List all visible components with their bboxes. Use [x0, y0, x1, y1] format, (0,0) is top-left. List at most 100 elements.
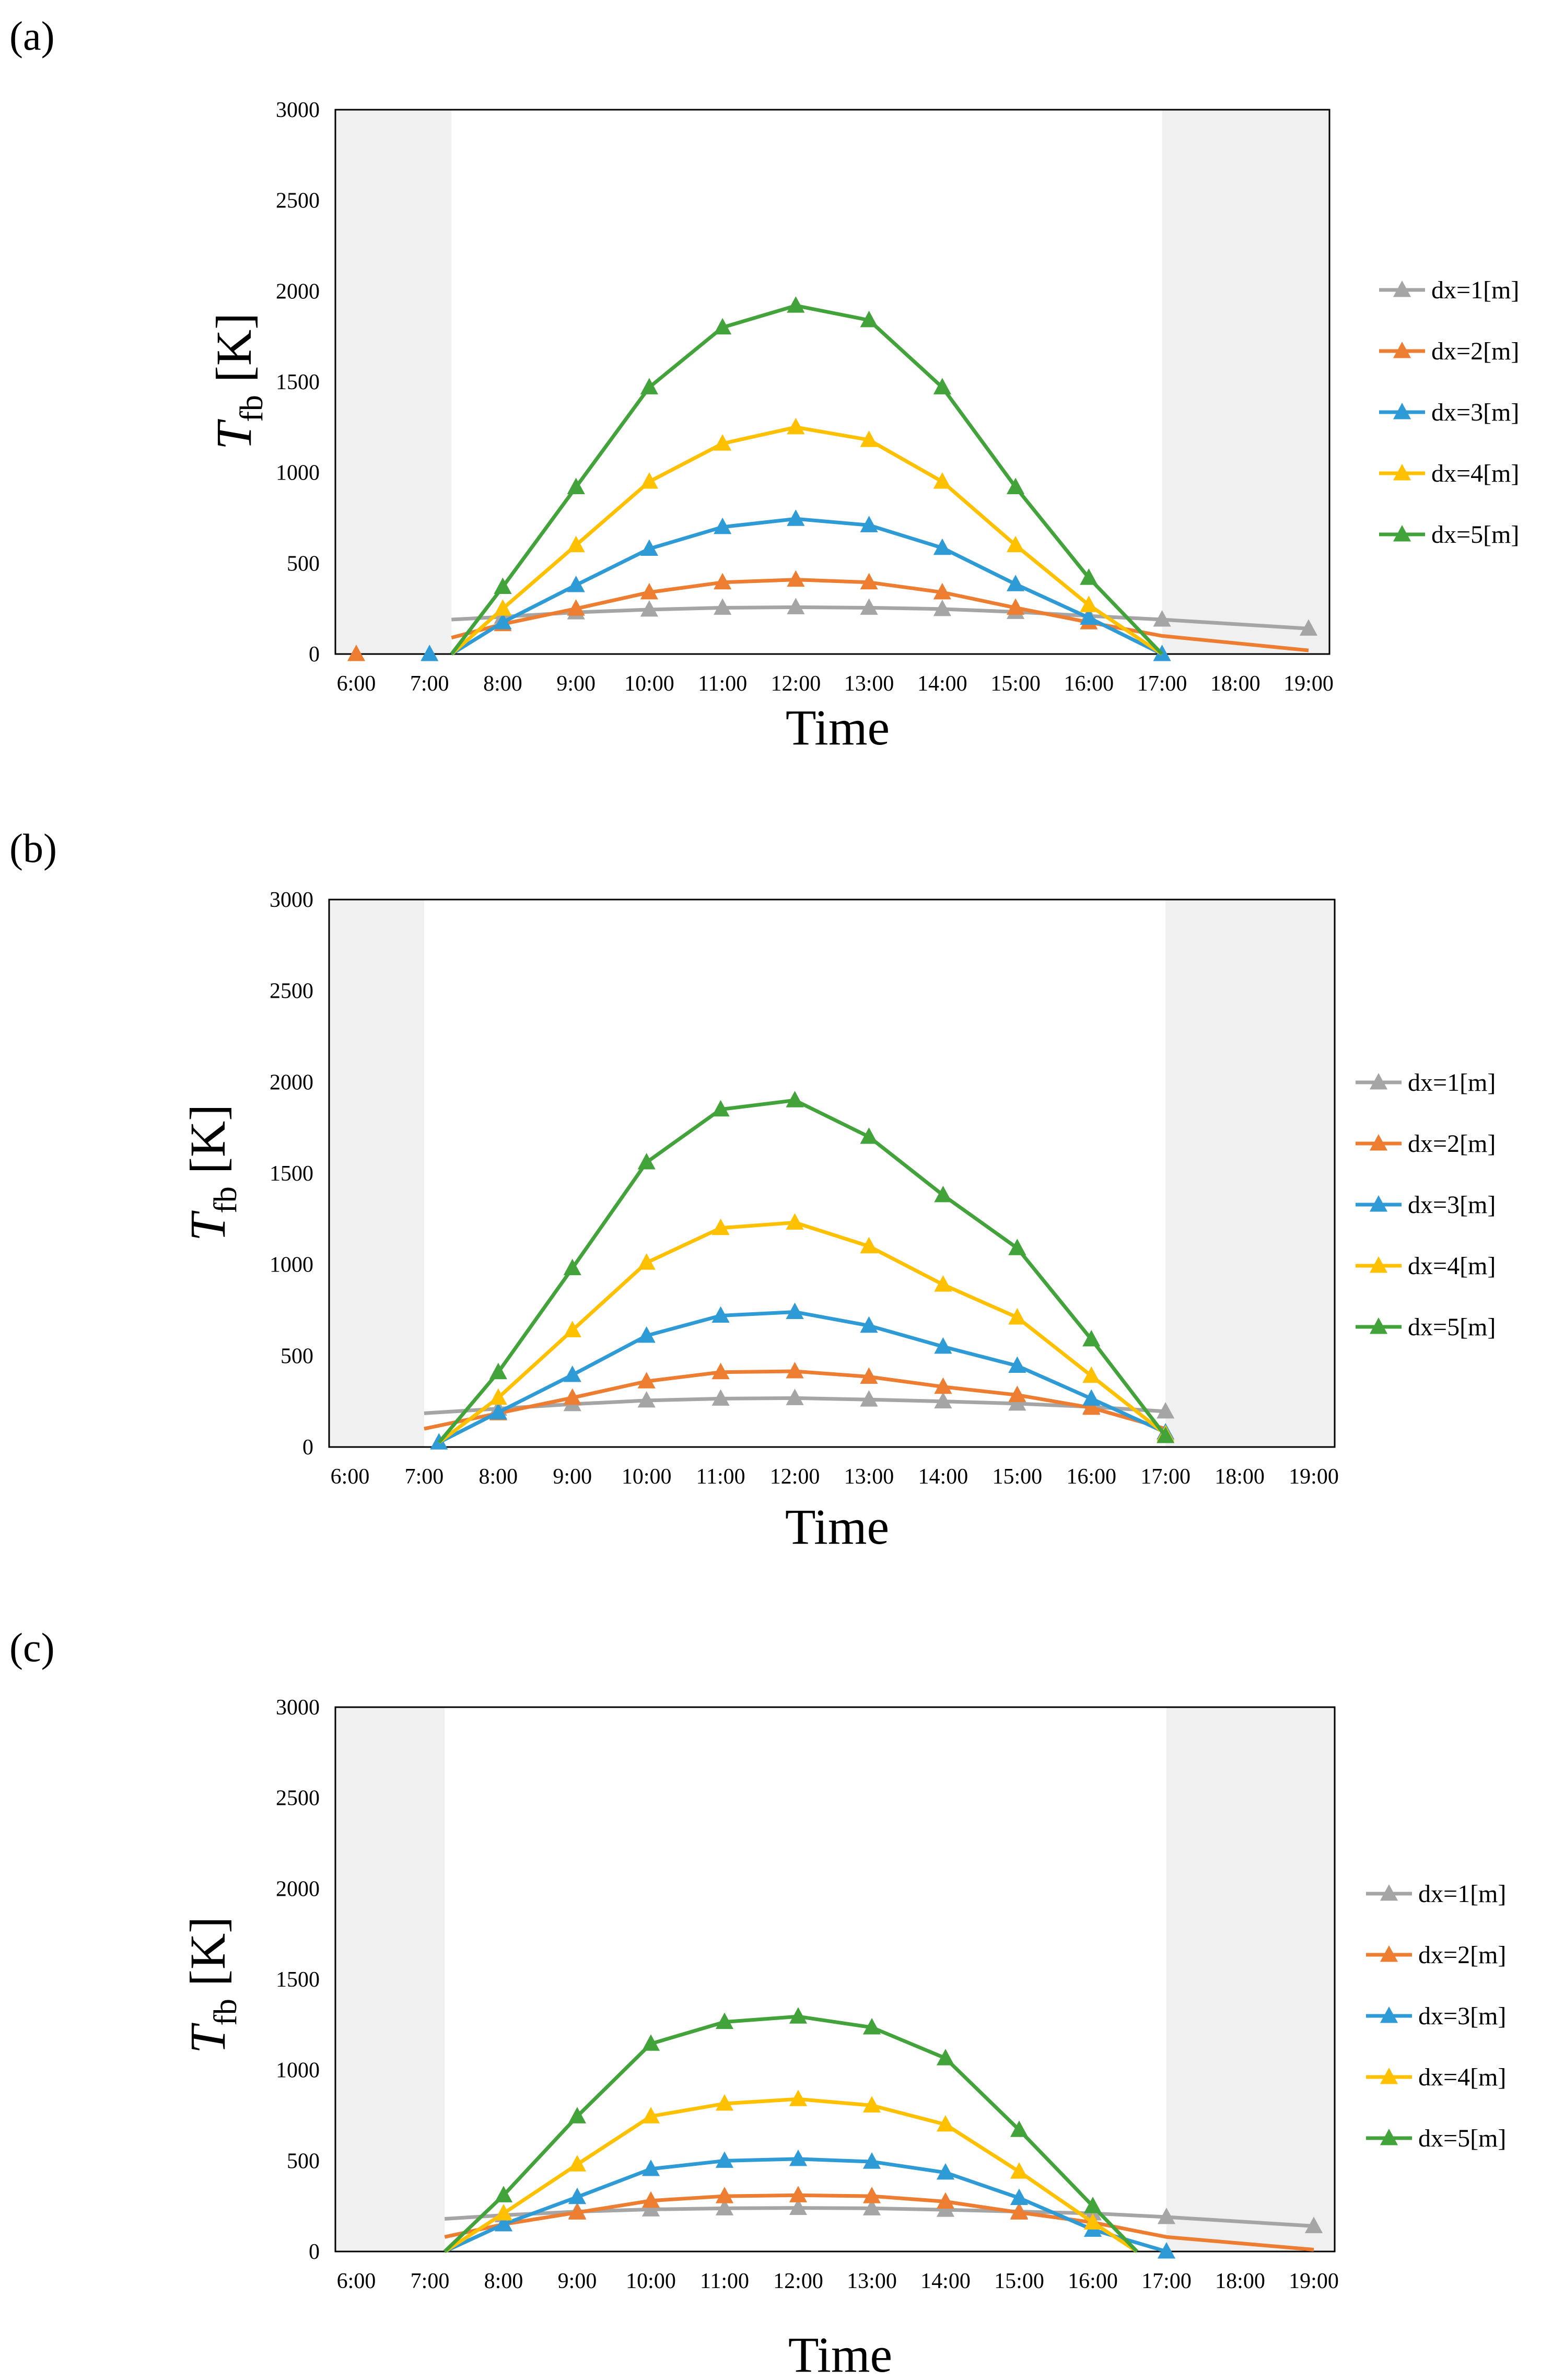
data-point-marker: [641, 2159, 660, 2176]
y-axis-label: Tfb [K]: [206, 313, 270, 450]
night-shaded-region: [1165, 900, 1335, 1447]
x-tick-label: 18:00: [1215, 1465, 1265, 1489]
x-tick-label: 17:00: [1141, 2269, 1192, 2293]
x-tick-label: 9:00: [558, 2269, 597, 2293]
data-point-marker: [1157, 1427, 1175, 1443]
x-tick-label: 8:00: [484, 2269, 523, 2293]
data-point-marker: [1006, 575, 1025, 591]
series-line-dx4: [450, 425, 1163, 656]
data-point-marker: [1157, 2208, 1176, 2224]
y-tick-label: 3000: [276, 98, 320, 122]
data-point-marker: [1008, 1385, 1026, 1402]
data-point-marker: [1082, 1398, 1101, 1415]
x-tick-label: 17:00: [1137, 672, 1187, 696]
plot-frame: [334, 109, 1330, 655]
legend-label: dx=3[m]: [1418, 2002, 1506, 2030]
data-point-marker: [787, 598, 805, 614]
data-point-marker: [637, 1391, 656, 1408]
data-point-marker: [567, 477, 585, 494]
y-tick-label: 0: [302, 1436, 313, 1460]
data-point-marker: [1304, 2216, 1323, 2233]
x-tick-label: 6:00: [337, 2269, 376, 2293]
legend-label: dx=4[m]: [1408, 1252, 1496, 1280]
data-point-marker: [1082, 1329, 1101, 1347]
y-tick-label: 1500: [270, 1162, 313, 1186]
legend-swatch-marker: [1380, 1884, 1398, 1901]
data-point-marker: [860, 1236, 878, 1254]
x-tick-label: 9:00: [556, 672, 596, 696]
data-point-marker: [568, 2155, 587, 2172]
x-tick-label: 10:00: [626, 2269, 676, 2293]
data-point-marker: [347, 645, 366, 661]
legend-label: dx=5[m]: [1408, 1313, 1496, 1341]
data-point-marker: [862, 2152, 881, 2169]
data-point-marker: [860, 310, 878, 328]
legend-label: dx=1[m]: [1418, 1880, 1506, 1908]
x-tick-label: 7:00: [411, 2269, 450, 2293]
data-point-marker: [637, 1372, 656, 1389]
x-axis-label: Time: [785, 1499, 889, 1555]
data-point-marker: [862, 2199, 881, 2215]
legend-label: dx=4[m]: [1431, 460, 1519, 487]
data-point-marker: [1006, 535, 1025, 553]
y-axis-label: Tfb [K]: [180, 1917, 243, 2054]
data-point-marker: [641, 2107, 660, 2124]
data-point-marker: [786, 1362, 804, 1379]
series-line-dx4: [438, 1220, 1167, 1444]
data-point-marker: [1080, 608, 1098, 625]
y-tick-label: 2500: [276, 1787, 320, 1811]
night-shaded-region: [335, 1707, 445, 2251]
data-point-marker: [563, 1388, 581, 1405]
x-tick-label: 19:00: [1289, 1465, 1339, 1489]
panel-label: (a): [9, 13, 55, 59]
data-point-marker: [641, 2034, 660, 2051]
data-point-marker: [860, 598, 878, 615]
legend-swatch-marker: [1393, 525, 1411, 542]
data-point-marker: [563, 1321, 581, 1337]
legend-swatch-marker: [1380, 2068, 1398, 2084]
data-point-marker: [787, 296, 805, 313]
y-tick-label: 500: [287, 2149, 320, 2173]
y-tick-label: 1000: [276, 2059, 320, 2083]
legend: dx=1[m] dx=2[m] dx=3[m] dx=4[m] dx=5[m]: [1379, 276, 1519, 549]
series-line-dx4: [443, 2097, 1138, 2253]
data-point-marker: [933, 582, 951, 600]
data-point-marker: [489, 1362, 507, 1380]
data-point-marker: [787, 509, 805, 526]
data-point-marker: [494, 599, 512, 616]
data-point-marker: [860, 430, 878, 447]
data-point-marker: [786, 1213, 804, 1230]
data-point-marker: [567, 535, 585, 553]
x-tick-label: 7:00: [405, 1465, 444, 1489]
y-tick-label: 2000: [276, 1877, 320, 1901]
legend-label: dx=1[m]: [1408, 1069, 1496, 1096]
data-point-marker: [494, 2214, 513, 2232]
night-shaded-region: [335, 110, 452, 654]
data-point-marker: [1008, 1239, 1026, 1255]
panel-b-chart: (b) 0 500 1000 1500 2000 2500 3000 6:00 7:00 8:00 9…: [9, 825, 1496, 1555]
panel-c-chart: (c) 0 500 1000 1500 2000 2500 3000 6:00 7:00 8:00 9…: [9, 1625, 1506, 2380]
x-tick-label: 11:00: [700, 2269, 749, 2293]
data-point-marker: [640, 582, 659, 600]
data-point-marker: [567, 576, 585, 592]
data-point-marker: [1157, 1402, 1175, 1419]
data-point-marker: [494, 577, 512, 594]
data-point-marker: [563, 1366, 581, 1382]
y-tick-label: 2000: [270, 1070, 313, 1094]
data-point-marker: [1010, 2162, 1029, 2179]
data-point-marker: [714, 598, 732, 615]
x-tick-label: 15:00: [992, 1465, 1042, 1489]
data-point-marker: [1010, 2120, 1029, 2137]
x-tick-label: 11:00: [698, 672, 747, 696]
legend-label: dx=3[m]: [1408, 1191, 1496, 1219]
x-tick-label: 13:00: [844, 1465, 894, 1489]
x-tick-label: 7:00: [410, 672, 449, 696]
y-tick-label: 2000: [276, 279, 320, 304]
y-tick-label: 3000: [276, 1696, 320, 1720]
data-point-marker: [714, 573, 732, 590]
x-tick-label: 17:00: [1140, 1465, 1190, 1489]
data-point-marker: [933, 472, 951, 489]
data-point-marker: [1008, 1356, 1026, 1373]
data-point-marker: [860, 516, 878, 532]
data-point-marker: [640, 600, 659, 617]
